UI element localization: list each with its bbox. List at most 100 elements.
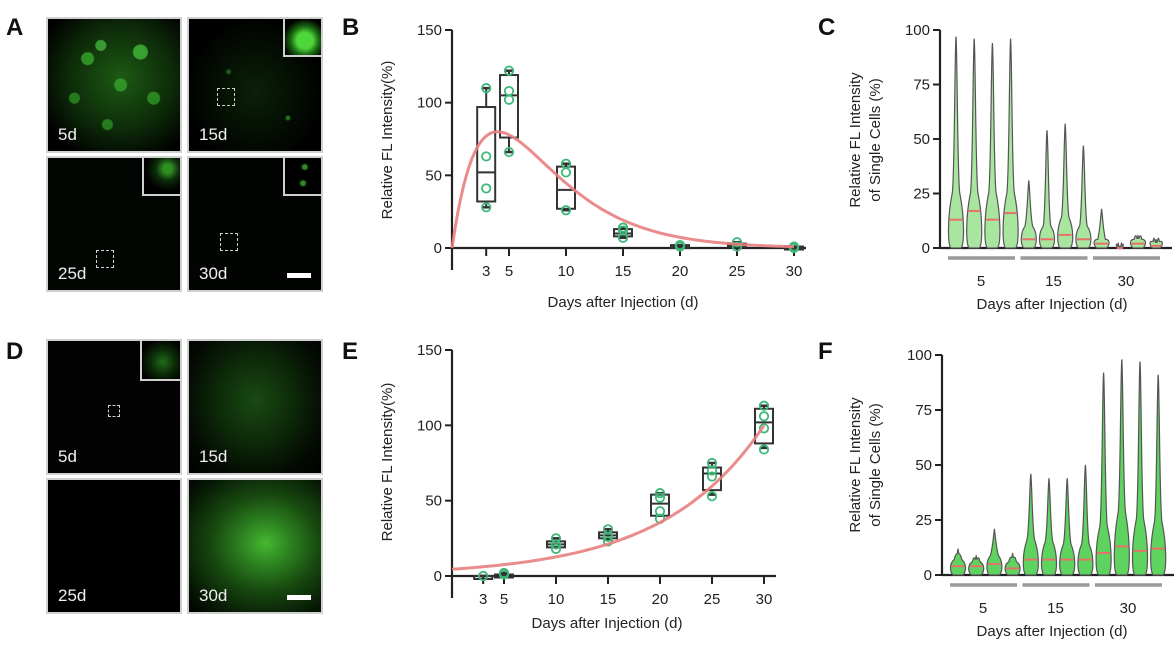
violin [986, 528, 1003, 576]
panel-label-e: E [342, 338, 359, 365]
violin-body [968, 555, 985, 576]
micrograph-d-30d: 30d [187, 478, 323, 614]
day-label: 30d [199, 586, 228, 605]
violin-body [966, 38, 983, 249]
y-tick-label: 50 [425, 167, 442, 184]
data-point [481, 151, 492, 162]
x-axis-label: Days after Injection (d) [532, 615, 683, 632]
data-point [560, 167, 572, 178]
data-point [560, 205, 572, 216]
x-tick-label: 5 [979, 600, 987, 617]
violin-body [1040, 478, 1058, 576]
panel-label-b: B [342, 14, 360, 41]
violin [1022, 473, 1039, 576]
data-point [503, 94, 515, 105]
x-axis-label: Days after Injection (d) [548, 294, 699, 311]
violin-body [1002, 38, 1019, 249]
x-tick-label: 5 [977, 273, 985, 290]
x-tick-label: 20 [672, 263, 689, 280]
y-tick-label: 50 [915, 457, 932, 474]
violin-body [1004, 552, 1021, 576]
panel-label-d: D [6, 338, 24, 365]
chart-f-violin-plot: Relative FL Intensity of Single Cells (%… [847, 347, 1174, 640]
y-axis-label-line2: of Single Cells (%) [867, 78, 884, 201]
y-tick-label: 50 [425, 493, 442, 510]
x-tick-label: 15 [1045, 273, 1062, 290]
box-15 [598, 524, 618, 547]
x-tick-label: 15 [600, 591, 617, 608]
data-point [481, 202, 492, 213]
data-point [706, 457, 718, 469]
chart-e-box-plot: Relative FL Intensity(%) Days after Inje… [379, 342, 776, 632]
data-point [503, 146, 515, 158]
x-tick-label: 3 [479, 591, 487, 608]
y-axis-label-line2: of Single Cells (%) [867, 403, 884, 526]
data-point [617, 232, 629, 243]
x-tick-label: 30 [1120, 600, 1137, 617]
violin [1040, 478, 1058, 576]
fit-curve [451, 424, 766, 571]
violin-body [984, 43, 1001, 249]
x-tick-label: 25 [729, 263, 746, 280]
data-point [602, 524, 614, 535]
violin [984, 43, 1001, 249]
data-point [481, 83, 492, 94]
y-tick-label: 75 [913, 77, 930, 94]
violin [1093, 208, 1110, 249]
y-tick-label: 0 [434, 568, 442, 585]
x-tick-label: 10 [548, 591, 565, 608]
data-point [758, 411, 770, 422]
violin-body [1131, 361, 1149, 576]
micrograph-a-5d: 5d [46, 17, 182, 153]
violin [1113, 359, 1130, 576]
data-point [731, 241, 743, 252]
data-point [478, 570, 489, 582]
day-label: 5d [58, 447, 77, 466]
violin-body [1057, 123, 1074, 249]
y-tick-label: 25 [913, 186, 930, 203]
box-iqr [476, 106, 497, 203]
y-tick-label: 100 [905, 22, 930, 39]
y-tick-label: 0 [924, 567, 932, 584]
panel-label-c: C [818, 14, 836, 41]
fit-curve [450, 130, 795, 249]
box-5 [494, 567, 514, 580]
micrograph-a-30d: 30d [187, 156, 323, 292]
x-tick-label: 5 [500, 591, 508, 608]
data-point [706, 491, 718, 502]
violin [1075, 145, 1092, 249]
panel-label-a: A [6, 14, 24, 41]
box-30 [754, 400, 774, 455]
y-tick-label: 150 [417, 342, 442, 359]
zoom-inset [140, 341, 180, 381]
violin [1095, 372, 1112, 576]
y-tick-label: 0 [434, 240, 442, 257]
data-point [617, 225, 629, 236]
scale-bar [287, 595, 311, 600]
data-point [758, 423, 770, 434]
violin-body [1095, 372, 1112, 576]
y-tick-label: 0 [922, 240, 930, 257]
x-tick-label: 5 [505, 263, 513, 280]
violin [1077, 464, 1094, 576]
day-label: 25d [58, 586, 87, 605]
zoom-inset [283, 19, 321, 57]
data-point [706, 471, 718, 482]
violin-body [1113, 359, 1130, 576]
x-tick-label: 25 [704, 591, 721, 608]
data-point [498, 567, 510, 579]
y-axis-label: Relative FL Intensity(%) [379, 61, 396, 220]
micrograph-d-15d: 15d [187, 339, 323, 475]
violin [1004, 552, 1021, 576]
data-point [617, 222, 629, 233]
violin-body [1038, 130, 1056, 249]
violin [947, 36, 965, 249]
x-tick-label: 3 [482, 263, 490, 280]
data-point [550, 539, 562, 550]
x-axis-label: Days after Injection (d) [977, 623, 1128, 640]
data-point [550, 543, 562, 554]
y-tick-label: 25 [915, 512, 932, 529]
data-point [654, 492, 666, 503]
data-point [503, 85, 515, 97]
